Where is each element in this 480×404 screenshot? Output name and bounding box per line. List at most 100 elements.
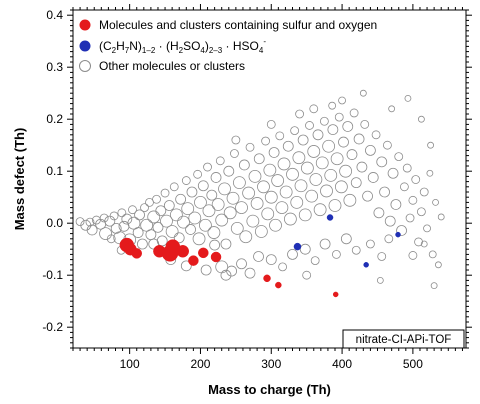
point-other	[377, 252, 387, 261]
point-sulfur-oxygen	[275, 281, 282, 289]
point-other	[207, 226, 221, 239]
point-other	[275, 131, 285, 141]
point-other	[294, 179, 308, 193]
point-other	[430, 282, 438, 290]
y-tick-label: 0.0	[46, 216, 63, 230]
point-other	[419, 187, 429, 197]
point-other	[271, 174, 285, 187]
point-other	[343, 193, 357, 207]
point-other	[356, 161, 368, 173]
point-other	[427, 141, 434, 149]
point-other	[320, 184, 333, 198]
point-other	[220, 269, 232, 281]
point-other	[265, 254, 277, 266]
point-other	[353, 133, 365, 145]
point-other	[359, 89, 367, 97]
point-other	[188, 211, 202, 225]
legend-label-other: Other molecules or clusters	[99, 59, 245, 73]
y-tick-labels: -0.2 -0.1 0.0 0.1 0.2 0.3 0.4	[42, 8, 63, 334]
point-other	[239, 230, 253, 244]
x-tick-label: 300	[261, 357, 281, 371]
point-other	[404, 95, 412, 102]
point-sulfur-oxygen	[188, 255, 199, 266]
point-other	[305, 189, 319, 203]
point-other	[339, 164, 353, 178]
legend-marker-amine-clusters	[79, 40, 91, 52]
point-other	[106, 234, 116, 244]
point-other	[328, 199, 342, 212]
point-other	[203, 162, 212, 172]
point-sulfur-oxygen	[263, 274, 271, 283]
x-tick-labels: 100 200 300 400 500	[120, 357, 424, 371]
point-other	[351, 245, 361, 255]
point-other	[342, 121, 354, 132]
point-other	[334, 180, 348, 194]
point-other	[282, 140, 294, 152]
point-other	[309, 173, 323, 186]
point-other	[327, 124, 339, 136]
point-other	[373, 207, 385, 219]
point-other	[226, 191, 240, 205]
point-other	[218, 182, 231, 196]
point-other	[411, 175, 421, 184]
annotation-text: nitrate-CI-APi-TOF	[356, 334, 452, 346]
point-other	[330, 152, 344, 166]
point-other	[220, 238, 232, 250]
point-other	[362, 190, 373, 202]
point-other	[215, 156, 225, 166]
point-other	[319, 238, 331, 250]
point-other	[197, 180, 209, 192]
point-other	[215, 213, 229, 227]
point-other	[299, 243, 311, 255]
point-other	[277, 157, 291, 171]
point-other	[99, 213, 109, 223]
point-other	[298, 208, 312, 222]
legend-marker-other	[79, 60, 91, 72]
point-other	[365, 144, 376, 156]
point-other	[132, 227, 144, 238]
point-other	[264, 190, 278, 204]
point-other	[416, 207, 426, 217]
y-tick-label: 0.4	[46, 8, 63, 22]
point-other	[388, 105, 396, 113]
plot-frame	[72, 9, 467, 349]
point-other	[346, 149, 358, 160]
point-other	[328, 101, 337, 110]
point-other	[334, 112, 344, 122]
point-other	[209, 239, 221, 251]
point-other	[257, 180, 270, 194]
point-other	[324, 168, 338, 182]
point-other	[423, 224, 431, 233]
point-other	[269, 218, 282, 232]
point-other	[376, 276, 384, 284]
point-other	[315, 156, 329, 170]
point-other	[338, 96, 346, 105]
point-other	[408, 251, 418, 260]
point-other	[295, 109, 304, 119]
point-amine-cluster	[293, 242, 302, 251]
point-other	[173, 232, 185, 244]
point-sulfur-oxygen	[198, 247, 209, 259]
point-other	[376, 156, 388, 168]
point-other	[367, 172, 379, 183]
x-tick-label: 500	[403, 357, 423, 371]
point-other	[268, 147, 280, 158]
point-other	[426, 169, 434, 177]
point-other	[292, 151, 306, 165]
point-other	[396, 225, 407, 236]
point-other	[278, 262, 288, 272]
point-other	[109, 211, 119, 221]
point-other	[399, 182, 409, 192]
point-other	[85, 217, 95, 227]
point-other	[246, 214, 260, 228]
point-other	[382, 140, 392, 150]
point-sulfur-oxygen	[332, 291, 339, 298]
point-other	[226, 265, 238, 277]
point-other	[210, 172, 222, 183]
point-other	[332, 249, 341, 259]
y-tick-label: 0.3	[46, 60, 63, 74]
point-other	[155, 205, 167, 217]
point-other	[230, 221, 244, 235]
point-other	[340, 233, 352, 245]
